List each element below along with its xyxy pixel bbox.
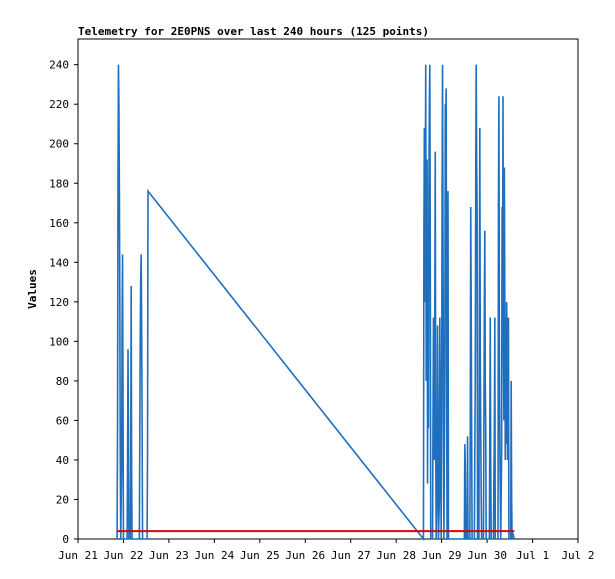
x-tick-label: Jun 23 [149, 549, 189, 562]
x-tick-label: Jun 28 [376, 549, 416, 562]
y-tick-label: 220 [49, 98, 69, 111]
x-tick-label: Jun 30 [467, 549, 507, 562]
x-tick-label: Jul 1 [516, 549, 549, 562]
x-tick-label: Jun 24 [194, 549, 234, 562]
y-tick-label: 20 [56, 493, 69, 506]
x-tick-label: Jul 2 [561, 549, 594, 562]
x-tick-label: Jun 25 [240, 549, 280, 562]
y-tick-label: 160 [49, 217, 69, 230]
y-tick-label: 120 [49, 296, 69, 309]
series-layer [116, 64, 516, 542]
y-tick-label: 0 [62, 533, 69, 546]
series-telemetry-line [116, 64, 516, 542]
y-tick-label: 180 [49, 177, 69, 190]
x-tick-label: Jun 21 [58, 549, 98, 562]
x-tick-label: Jun 26 [285, 549, 325, 562]
y-axis-title: Values [26, 269, 39, 309]
chart-title: Telemetry for 2E0PNS over last 240 hours… [78, 25, 429, 38]
y-tick-label: 200 [49, 138, 69, 151]
x-tick-label: Jun 27 [331, 549, 371, 562]
y-tick-label: 40 [56, 454, 69, 467]
plot-area-frame [77, 38, 579, 540]
y-tick-label: 140 [49, 256, 69, 269]
x-tick-label: Jun 22 [104, 549, 144, 562]
x-axis: Jun 21 Jun 22 Jun 23 Jun 24 Jun 25 Jun 26 Jun … [58, 539, 595, 562]
y-tick-label: 240 [49, 59, 69, 72]
y-tick-label: 80 [56, 375, 69, 388]
y-axis: 0 20 40 60 80 100 120 140 160 180 200 220 240 [49, 59, 78, 546]
x-tick-label: Jun 29 [422, 549, 462, 562]
y-tick-label: 60 [56, 414, 69, 427]
y-tick-label: 100 [49, 335, 69, 348]
